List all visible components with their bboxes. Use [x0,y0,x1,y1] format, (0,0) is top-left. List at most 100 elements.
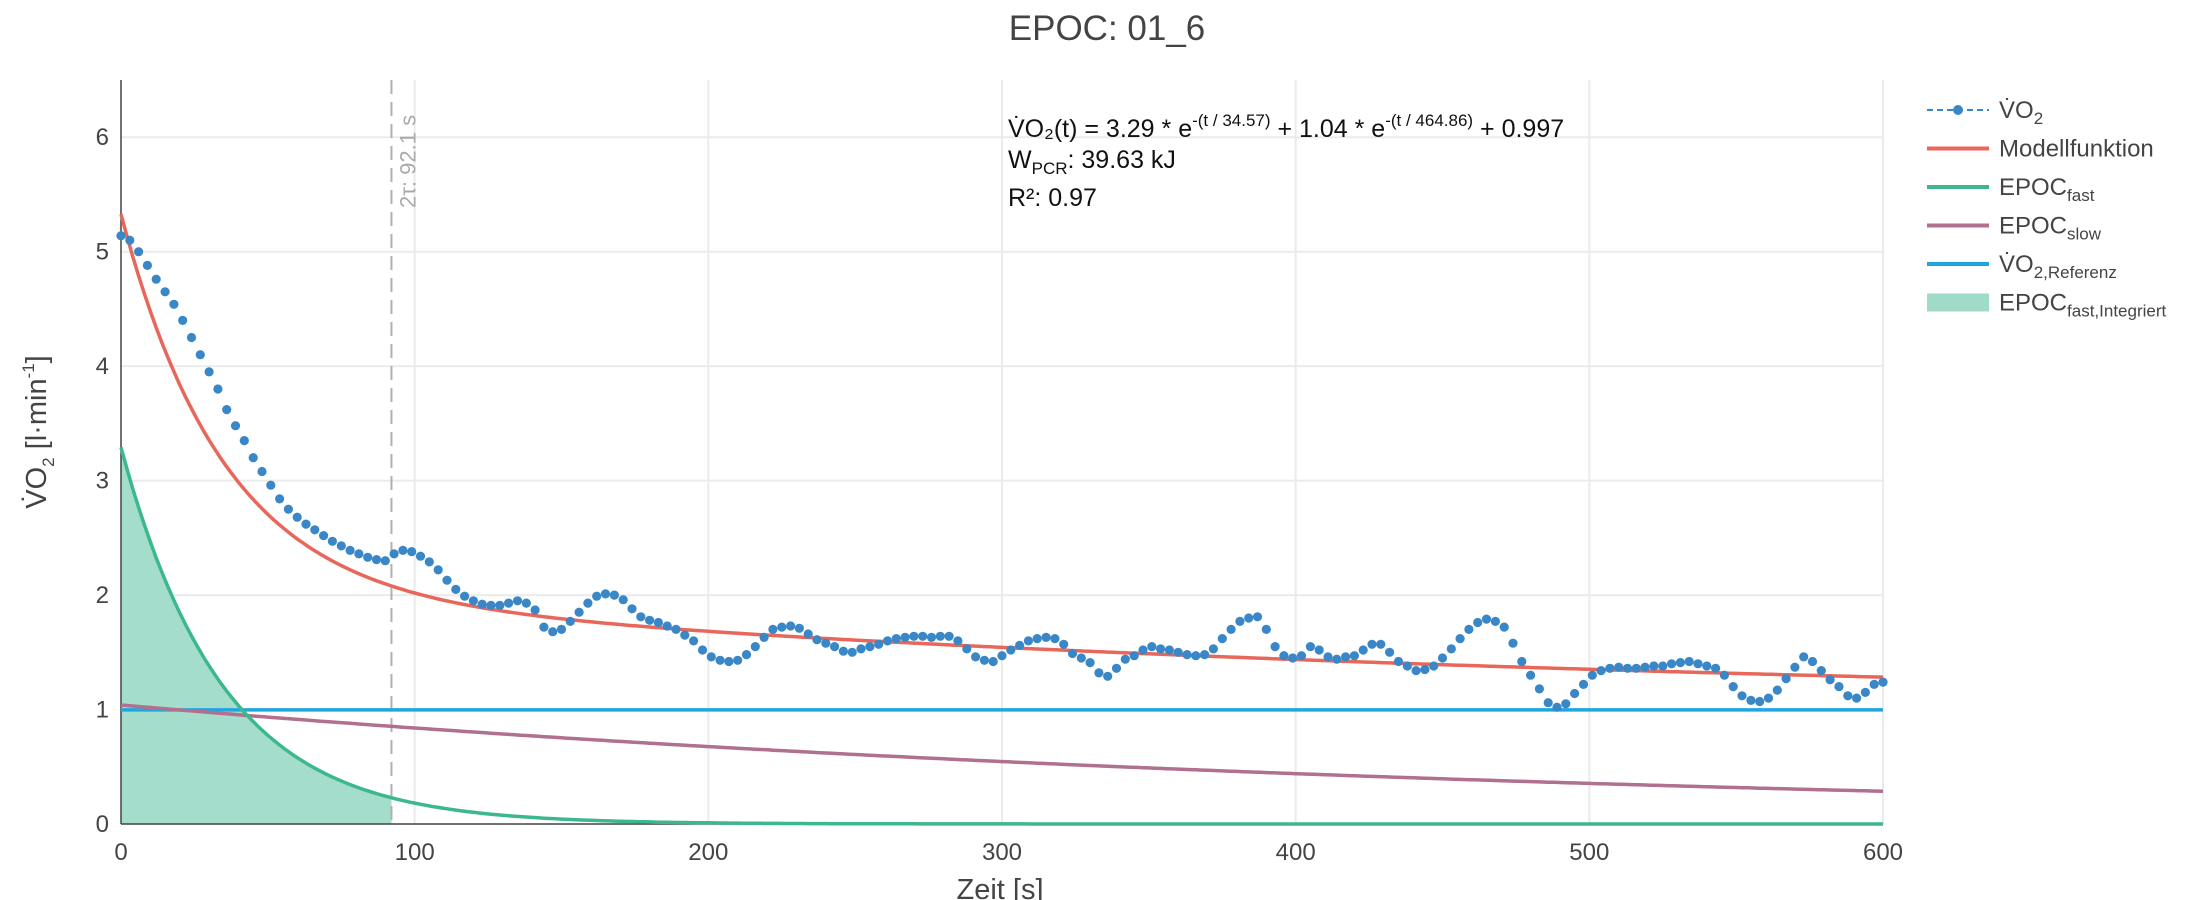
vo2-point [1763,693,1774,703]
vo2-point [433,565,443,575]
vo2-point [1393,656,1404,667]
vo2-point [830,642,840,652]
vo2-point [460,591,470,601]
two-tau-label: 2τ: 92.1 s [395,115,420,208]
vo2-point [1631,663,1641,673]
vo2-point [1455,634,1465,644]
vo2-point [1843,691,1853,701]
vo2-point [1860,687,1870,698]
vo2-point [988,656,998,667]
vo2-point [1816,666,1826,676]
vo2-point [1543,698,1553,708]
vo2-point [327,536,337,546]
vo2-point [768,624,778,635]
vo2-point [1446,644,1456,654]
vo2-point [689,636,699,646]
vo2-point [1173,647,1183,657]
vo2-point [944,631,954,641]
vo2-point [1790,662,1800,672]
legend-item-fast[interactable]: EPOCfast [1927,174,2095,205]
vo2-point [178,315,188,325]
vo2-point [1490,616,1500,627]
vo2-point [1719,670,1729,680]
vo2-point [1085,658,1095,668]
legend-item-reference[interactable]: V̇O2,Referenz [1927,250,2117,282]
vo2-point [777,622,787,632]
vo2-point [1755,696,1765,707]
vo2-point [548,627,558,637]
legend-swatch [1927,293,1989,312]
vo2-point [125,235,135,245]
vo2-series [116,231,1888,712]
y-tick-label: 4 [96,353,109,380]
vo2-point [398,545,408,556]
vo2-point [1605,663,1615,673]
legend-item-slow[interactable]: EPOCslow [1927,213,2102,244]
vo2-point [186,332,197,343]
vo2-point [962,644,972,654]
vo2-point [1138,645,1148,655]
vo2-point [521,598,531,608]
vo2-point [204,367,214,377]
vo2-point [1059,639,1069,649]
vo2-point [1261,624,1271,635]
x-tick-label: 600 [1863,839,1903,866]
vo2-point [1499,622,1509,632]
vo2-point [1296,651,1307,661]
vo2-point [1781,674,1791,684]
vo2-point [213,384,223,394]
vo2-point [1226,624,1236,635]
vo2-point [671,624,681,635]
vo2-point [1534,684,1544,694]
vo2-point [345,545,355,556]
legend-label: V̇O2 [1999,96,2043,128]
vo2-point [1684,656,1694,667]
vo2-point [512,596,523,606]
vo2-point [812,635,822,645]
vo2-point [354,549,364,559]
vo2-point [706,652,716,662]
vo2-point [971,652,981,662]
epoc-fast-line [119,446,1883,826]
legend-item-model[interactable]: Modellfunktion [1927,136,2154,163]
vo2-point [1640,662,1650,672]
vo2-point [1217,634,1227,644]
vo2-point [794,623,805,633]
legend-item-fast_integrated[interactable]: EPOCfast,Integriert [1927,290,2167,321]
vo2-point [1006,645,1016,655]
vo2-point [1834,682,1844,692]
vo2-point [724,656,734,667]
vo2-point [1552,702,1562,712]
vo2-point [697,645,708,655]
vo2-point [618,595,628,605]
vo2-point [1675,658,1685,668]
legend-label: Modellfunktion [1999,136,2154,163]
vo2-point [926,632,937,643]
annotation-work: WPCR: 39.63 kJ [1008,146,1176,178]
vo2-point [821,638,831,648]
vo2-point [662,621,672,631]
vo2-point [1878,677,1888,687]
vo2-point [442,575,452,585]
vo2-point [1191,651,1201,661]
vo2-point [1649,661,1659,671]
vo2-point [160,287,170,297]
vo2-point [1244,613,1254,623]
legend-label: EPOCslow [1999,213,2102,244]
vo2-point [1332,654,1342,664]
vo2-point [1323,652,1333,662]
vo2-point [1314,645,1324,655]
vo2-point [847,647,857,657]
y-tick-label: 3 [96,468,109,495]
y-tick-label: 6 [96,124,109,151]
vo2-point [415,551,426,561]
legend-item-vo2[interactable]: V̇O2 [1927,96,2043,128]
vo2-point [1570,688,1580,699]
vo2-point [486,600,496,611]
vo2-point [1270,642,1280,652]
vo2-point [336,541,346,551]
vo2-point [239,436,249,446]
vo2-point [600,589,611,599]
vo2-point [1807,656,1818,667]
vo2-point [592,591,602,601]
